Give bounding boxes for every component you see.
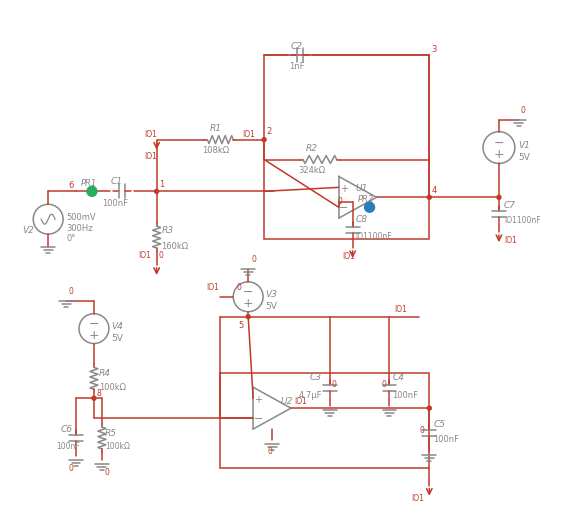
Text: C5: C5 <box>433 419 445 428</box>
Text: 100kΩ: 100kΩ <box>105 442 130 450</box>
Text: IO1: IO1 <box>145 152 157 161</box>
Text: V2: V2 <box>22 225 34 234</box>
Text: −: − <box>89 318 99 330</box>
Text: IO1: IO1 <box>207 283 219 292</box>
Text: 1: 1 <box>158 180 164 188</box>
Text: −: − <box>339 203 349 212</box>
Text: 500mV: 500mV <box>66 212 96 221</box>
Text: 0: 0 <box>419 425 424 434</box>
Text: 0°: 0° <box>66 233 75 242</box>
Text: 5V: 5V <box>111 333 123 343</box>
Text: 5V: 5V <box>518 153 530 162</box>
Text: 160kΩ: 160kΩ <box>161 241 188 250</box>
Text: IO1: IO1 <box>242 130 255 139</box>
Text: 6: 6 <box>68 181 74 189</box>
Circle shape <box>262 138 266 143</box>
Circle shape <box>497 196 501 200</box>
Text: 4: 4 <box>431 185 436 194</box>
Text: C6: C6 <box>61 423 73 433</box>
Text: +: + <box>89 328 99 342</box>
Text: +: + <box>243 297 254 309</box>
Text: 300Hz: 300Hz <box>66 223 93 232</box>
Text: −: − <box>254 413 263 423</box>
Text: R1: R1 <box>209 124 221 133</box>
Text: 0: 0 <box>338 196 342 206</box>
Bar <box>220 374 429 468</box>
Text: 5V: 5V <box>265 302 277 310</box>
Text: 1nF: 1nF <box>289 62 305 70</box>
Text: IO1: IO1 <box>395 304 408 314</box>
Text: 0: 0 <box>105 467 110 476</box>
Text: IO1: IO1 <box>342 252 355 261</box>
Text: PR2: PR2 <box>358 194 374 204</box>
Text: C3: C3 <box>310 372 322 381</box>
Circle shape <box>87 187 97 197</box>
Text: U2: U2 <box>280 396 293 405</box>
Text: +: + <box>494 148 504 161</box>
Text: +: + <box>254 394 262 404</box>
Text: 100kΩ: 100kΩ <box>99 382 126 391</box>
Text: 0: 0 <box>158 251 164 260</box>
Text: −: − <box>243 286 254 299</box>
Text: IO1: IO1 <box>139 251 152 260</box>
Text: 0: 0 <box>251 255 256 264</box>
Text: IO1: IO1 <box>504 235 517 244</box>
Text: 0: 0 <box>236 283 241 292</box>
Text: U1: U1 <box>355 184 368 192</box>
Text: PR1: PR1 <box>81 179 97 187</box>
Circle shape <box>427 406 431 410</box>
Text: V4: V4 <box>111 322 123 330</box>
Text: C4: C4 <box>392 372 405 381</box>
Text: 8: 8 <box>97 388 102 397</box>
Text: R3: R3 <box>162 225 174 234</box>
Text: C1: C1 <box>111 177 123 186</box>
Text: 100nF: 100nF <box>102 199 128 207</box>
Circle shape <box>427 196 431 200</box>
Text: R2: R2 <box>306 144 318 153</box>
Text: 0: 0 <box>521 106 526 115</box>
Text: R5: R5 <box>105 428 117 437</box>
Text: 2: 2 <box>266 127 271 136</box>
Text: V1: V1 <box>518 141 530 150</box>
Circle shape <box>155 190 158 194</box>
Text: IO1100nF: IO1100nF <box>504 215 541 224</box>
Text: IO1: IO1 <box>294 396 307 405</box>
Text: C8: C8 <box>355 214 368 223</box>
Text: V3: V3 <box>265 290 277 299</box>
Text: C7: C7 <box>504 201 516 209</box>
Circle shape <box>92 397 96 401</box>
Text: 100nF: 100nF <box>433 435 459 444</box>
Text: 0: 0 <box>267 446 272 456</box>
Text: 0: 0 <box>381 379 387 388</box>
Text: 5: 5 <box>238 321 243 329</box>
Text: 4.7µF: 4.7µF <box>298 390 322 399</box>
Text: IO1100nF: IO1100nF <box>355 231 392 240</box>
Text: 0: 0 <box>68 287 73 296</box>
Text: −: − <box>494 137 504 150</box>
Text: C2: C2 <box>291 42 303 50</box>
Text: R4: R4 <box>99 368 111 377</box>
Text: 0: 0 <box>68 463 73 472</box>
Text: 108kΩ: 108kΩ <box>201 146 229 155</box>
Text: 0: 0 <box>332 379 337 388</box>
Text: 100nF: 100nF <box>56 442 80 450</box>
Text: +: + <box>340 184 348 193</box>
Text: 324kΩ: 324kΩ <box>298 165 325 175</box>
Text: 3: 3 <box>431 45 436 53</box>
Bar <box>264 56 429 240</box>
Text: 100nF: 100nF <box>392 390 418 399</box>
Circle shape <box>246 315 250 319</box>
Circle shape <box>365 203 375 213</box>
Text: IO1: IO1 <box>411 493 424 502</box>
Text: IO1: IO1 <box>145 130 157 139</box>
